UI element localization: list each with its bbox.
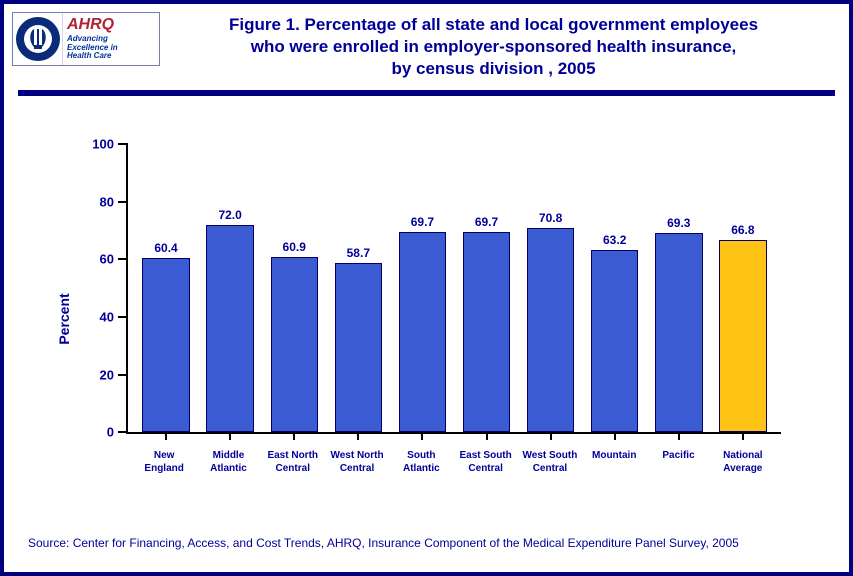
bar: 60.4: [142, 258, 189, 432]
bar-slot: 69.3: [647, 144, 711, 432]
bar-value-label: 60.9: [283, 240, 306, 254]
bar-value-label: 69.7: [411, 215, 434, 229]
ahrq-name: AHRQ: [67, 17, 155, 33]
bar-slot: 63.2: [583, 144, 647, 432]
logo-block: AHRQ Advancing Excellence in Health Care: [12, 12, 160, 66]
bar-value-label: 60.4: [154, 241, 177, 255]
bar-value-label: 72.0: [218, 208, 241, 222]
y-tick-label: 80: [100, 194, 128, 209]
bar-slot: 72.0: [198, 144, 262, 432]
bar: 70.8: [527, 228, 574, 432]
ahrq-tagline: Advancing Excellence in Health Care: [67, 35, 155, 61]
source-citation: Source: Center for Financing, Access, an…: [28, 536, 825, 550]
y-tick-label: 60: [100, 252, 128, 267]
bar-value-label: 58.7: [347, 246, 370, 260]
x-tick-label: South Atlantic: [389, 444, 453, 504]
y-tick-label: 100: [92, 137, 128, 152]
x-tick-label: West North Central: [325, 444, 389, 504]
bar: 63.2: [591, 250, 638, 432]
bars-container: 60.4 72.0 60.9 58.7 69.7 69.7 70.8 63.2 69.3 66.8: [128, 144, 781, 432]
bar: 69.7: [399, 232, 446, 433]
x-tick-label: Middle Atlantic: [196, 444, 260, 504]
header: AHRQ Advancing Excellence in Health Care…: [6, 6, 847, 80]
bar-slot: 70.8: [519, 144, 583, 432]
y-tick-label: 40: [100, 310, 128, 325]
bar-value-label: 66.8: [731, 223, 754, 237]
x-tick-label: Mountain: [582, 444, 646, 504]
bar-slot: 69.7: [390, 144, 454, 432]
y-tick-label: 20: [100, 367, 128, 382]
y-axis-label: Percent: [56, 294, 72, 345]
y-tick-label: 0: [107, 425, 128, 440]
x-tick-label: Pacific: [646, 444, 710, 504]
bar-slot: 58.7: [326, 144, 390, 432]
hhs-seal-icon: [13, 13, 63, 65]
bar-value-label: 69.3: [667, 216, 690, 230]
bar-value-label: 70.8: [539, 211, 562, 225]
x-axis-labels: New EnglandMiddle AtlanticEast North Cen…: [126, 444, 781, 504]
ahrq-logo-text: AHRQ Advancing Excellence in Health Care: [63, 13, 159, 65]
figure-container: AHRQ Advancing Excellence in Health Care…: [0, 0, 853, 576]
figure-title: Figure 1. Percentage of all state and lo…: [160, 12, 837, 80]
bar: 69.7: [463, 232, 510, 433]
bar-value-label: 63.2: [603, 233, 626, 247]
bar-slot: 69.7: [454, 144, 518, 432]
bar-slot: 60.4: [134, 144, 198, 432]
bar: 69.3: [655, 233, 702, 433]
x-tick-label: National Average: [711, 444, 775, 504]
bar: 66.8: [719, 240, 766, 432]
bar-slot: 60.9: [262, 144, 326, 432]
bar-value-label: 69.7: [475, 215, 498, 229]
header-rule: [18, 90, 835, 96]
x-tick-label: West South Central: [518, 444, 582, 504]
x-tick-label: East South Central: [453, 444, 517, 504]
x-tick-label: East North Central: [261, 444, 325, 504]
bar: 58.7: [335, 263, 382, 432]
bar-slot: 66.8: [711, 144, 775, 432]
bar: 72.0: [206, 225, 253, 432]
plot-area: 60.4 72.0 60.9 58.7 69.7 69.7 70.8 63.2 69.3 66.8…: [126, 144, 781, 434]
bar-chart: Percent 60.472.060.958.769.769.770.863.2…: [62, 134, 791, 504]
bar: 60.9: [271, 257, 318, 432]
x-tick-label: New England: [132, 444, 196, 504]
